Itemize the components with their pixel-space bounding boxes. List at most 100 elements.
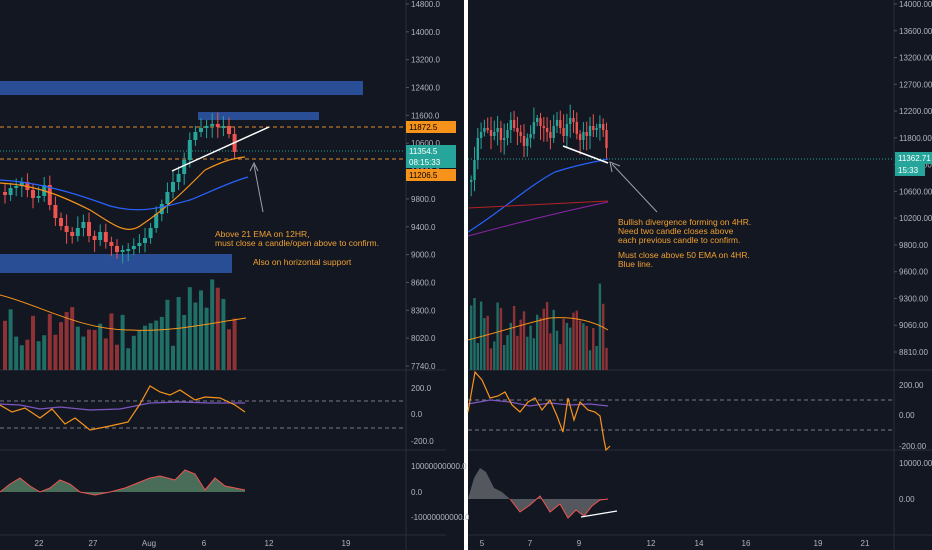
right-price-tag (895, 152, 932, 164)
left-candle-body (103, 232, 108, 242)
left-candle-body (64, 226, 69, 232)
right-volume-bar (529, 325, 532, 370)
left-momentum-area (0, 470, 245, 495)
right-candle-body (529, 134, 532, 138)
left-candle-body (154, 214, 159, 228)
left-volume-bar (176, 297, 181, 370)
right-x-tick-label: 9 (577, 539, 582, 548)
right-volume-bar (512, 305, 516, 370)
right-candle-body (549, 132, 552, 138)
left-y-tick-label: 9400.0 (411, 223, 436, 232)
left-osc-tick-label: 200.0 (411, 384, 432, 393)
right-volume-bar (572, 312, 575, 370)
left-volume-bar (36, 341, 41, 370)
left-candle-body (120, 250, 125, 252)
right-volume-bar (470, 305, 473, 370)
left-volume-bar (103, 338, 108, 370)
right-momentum-divergence-line (580, 510, 618, 518)
right-volume-bar (476, 343, 479, 370)
right-volume-bar (479, 301, 483, 370)
left-candle-body (182, 160, 187, 174)
left-volume-bar (171, 345, 175, 370)
right-volume-bar (499, 308, 503, 370)
left-y-tick-label: 10600.0 (411, 139, 440, 148)
right-volume-bar (516, 335, 519, 370)
left-candle-body (204, 126, 209, 128)
left-y-tick-label: 13200.0 (411, 56, 440, 65)
right-annotation-line-4: Must close above 50 EMA on 4HR. (618, 250, 750, 260)
left-candle-body (137, 243, 142, 246)
right-volume-bar (595, 346, 598, 370)
left-candle-body (171, 182, 175, 192)
right-osc-tick-label: -200.00 (899, 442, 927, 451)
left-x-tick-label: 6 (202, 539, 207, 548)
left-volume-bar (187, 287, 192, 370)
left-volume-bar (159, 316, 164, 370)
left-volume-bar (120, 314, 125, 370)
left-candle-body (8, 188, 13, 195)
left-resistance-zone-small (198, 112, 319, 120)
right-volume-bar (506, 335, 509, 370)
right-y-tick-label: 13200.00 (899, 54, 932, 63)
left-candle-body (14, 186, 19, 188)
right-volume-bar (539, 317, 542, 370)
right-y-tick-label: 9300.00 (899, 294, 928, 303)
left-momentum-line (0, 469, 246, 496)
left-y-tick-label: 14000.0 (411, 28, 440, 37)
left-candle-body (87, 222, 91, 236)
left-mom-tick-label: -10000000000.0 (411, 513, 470, 522)
left-x-tick-label: 22 (35, 539, 44, 548)
right-candle-body (473, 160, 476, 180)
right-volume-bar (532, 338, 536, 370)
right-momentum-area (468, 468, 608, 518)
right-y-tick-label: 12700.00 (899, 80, 932, 89)
right-price-tag-label: 15:33 (898, 166, 919, 175)
left-volume-bar (204, 307, 209, 370)
left-volume-bar (131, 335, 136, 370)
left-candle-body (70, 232, 75, 236)
left-candle-body (47, 185, 52, 205)
left-volume-bar (42, 335, 47, 370)
left-candle-body (159, 204, 164, 214)
right-osc-tick-label: 0.00 (899, 411, 915, 420)
right-volume-bar (526, 336, 529, 370)
right-candle-body (592, 126, 595, 130)
left-volume-bar (64, 312, 69, 370)
right-volume-bar (562, 318, 565, 370)
right-candle-body (545, 128, 549, 132)
left-price-tag (406, 121, 456, 133)
left-candle-body (75, 228, 80, 236)
left-volume-bar (193, 302, 198, 370)
left-price-tag-label: 08:15:33 (409, 158, 441, 167)
left-volume-bar (115, 344, 119, 370)
right-volume-bar (522, 311, 526, 370)
left-y-tick-label: 9000.0 (411, 251, 436, 260)
left-price-tag (406, 156, 456, 168)
left-volume-bar (143, 325, 147, 370)
right-volume-bar (483, 318, 486, 370)
left-y-tick-label: 14800.0 (411, 0, 440, 9)
left-volume-bar (47, 313, 52, 370)
left-volume-bar (215, 287, 220, 370)
right-annotation-line-1: Bullish divergence forming on 4HR. (618, 217, 751, 227)
right-volume-bar (486, 315, 489, 370)
left-candle-body (148, 228, 153, 238)
right-volume-bar (592, 327, 595, 370)
left-candle-body (221, 126, 226, 128)
right-osc-tick-label: 200.00 (899, 381, 924, 390)
right-candle-body (526, 138, 529, 146)
left-candle-body (92, 236, 97, 240)
left-y-tick-label: 9800.0 (411, 195, 436, 204)
right-y-tick-label: 9060.00 (899, 321, 928, 330)
left-trendline (171, 126, 270, 172)
left-candle-body (53, 205, 58, 218)
right-osc-signal-line (467, 399, 609, 407)
right-candle-body (595, 128, 598, 130)
right-volume-bar (549, 333, 552, 370)
left-x-tick-label: 12 (265, 539, 274, 548)
left-arrow-head (249, 161, 259, 172)
right-y-tick-label: 10200.00 (899, 214, 932, 223)
left-price-tag-label: 11354.5 (409, 147, 438, 156)
right-volume-bar (503, 345, 506, 370)
